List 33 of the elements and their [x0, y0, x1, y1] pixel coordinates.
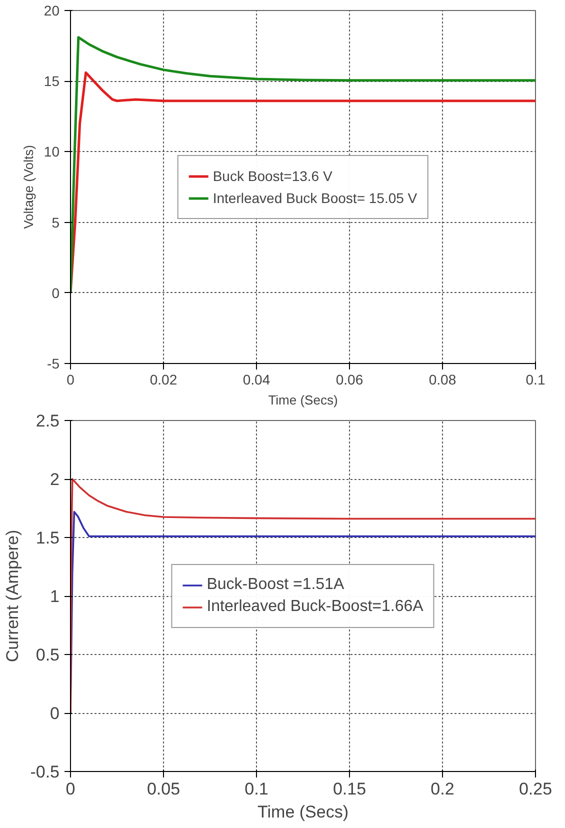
y-axis-title: Current (Ampere) — [3, 530, 22, 662]
x-tick-label: 0.1 — [244, 780, 268, 798]
legend-label: Buck-Boost =1.51A — [206, 576, 344, 594]
x-tick-label: 0.25 — [518, 780, 552, 798]
y-tick-label: -5 — [47, 356, 60, 372]
x-tick-label: 0.15 — [332, 780, 366, 798]
y-tick-label: -0.5 — [30, 762, 60, 782]
y-tick-label: 1 — [50, 587, 60, 606]
x-tick-label: 0.2 — [430, 780, 454, 798]
x-tick-label: 0.08 — [428, 372, 456, 388]
y-tick-label: 20 — [44, 2, 60, 18]
x-tick-label: 0.06 — [336, 372, 364, 388]
legend-label: Interleaved Buck-Boost=1.66A — [206, 598, 424, 616]
y-tick-label: 2 — [50, 470, 60, 489]
x-tick-label: 0 — [66, 372, 75, 388]
y-tick-label: 1.5 — [36, 528, 60, 548]
y-axis-title: Voltage (Volts) — [20, 145, 36, 229]
y-tick-label: 10 — [44, 144, 60, 160]
y-tick-label: 0 — [52, 284, 60, 301]
x-tick-label: 0 — [66, 780, 76, 798]
x-axis-title: Time (Secs) — [268, 392, 338, 408]
legend-label: Buck Boost=13.6 V — [212, 168, 332, 184]
x-axis-title: Time (Secs) — [258, 802, 349, 822]
y-tick-label: 2.5 — [36, 412, 60, 430]
y-tick-label: 15 — [44, 73, 60, 90]
y-tick-label: 0 — [50, 704, 60, 723]
y-tick-label: 0.5 — [36, 646, 60, 664]
x-tick-label: 0.1 — [526, 372, 546, 388]
x-tick-label: 0.04 — [242, 372, 270, 388]
legend-label: Interleaved Buck Boost= 15.05 V — [212, 190, 418, 206]
x-tick-label: 0.05 — [146, 780, 180, 798]
y-tick-label: 5 — [52, 214, 60, 230]
x-tick-label: 0.02 — [150, 372, 178, 388]
